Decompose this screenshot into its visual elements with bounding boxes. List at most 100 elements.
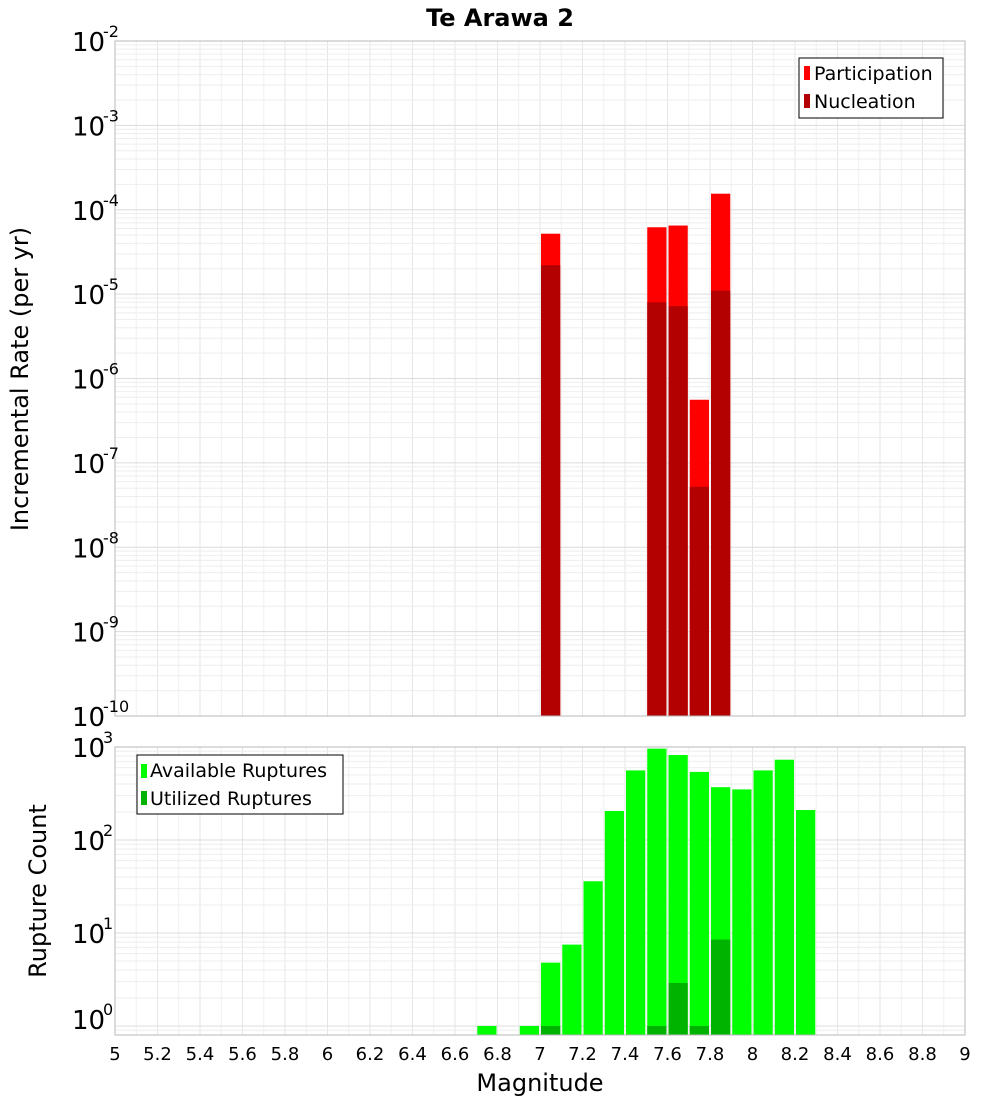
plot-frames <box>114 40 966 1036</box>
bottom-bar-available-ruptures <box>604 811 624 1035</box>
x-tick-label: 5.8 <box>271 1044 300 1065</box>
y-tick-labels: 10-210-310-410-510-610-710-810-910-10103… <box>72 22 129 1036</box>
top-y-tick-exponent: -10 <box>103 697 129 716</box>
top-y-tick-label: 10-7 <box>72 444 119 480</box>
bottom-bar-utilized-ruptures <box>689 1025 709 1035</box>
top-y-tick-base: 10 <box>72 28 105 58</box>
top-y-tick-base: 10 <box>72 366 105 396</box>
x-tick-label: 6.8 <box>483 1044 512 1065</box>
top-y-tick-label: 10-10 <box>72 697 129 733</box>
x-tick-labels: 5 5.2 5.4 5.6 5.8 6 6.2 6.4 6.6 6.8 7 7.2 7.4 7.6 7.8 8… <box>109 1044 970 1065</box>
x-tick-label: 6.6 <box>441 1044 470 1065</box>
bottom-bar-available-ruptures <box>562 944 582 1035</box>
x-tick-label: 7.4 <box>611 1044 640 1065</box>
bottom-y-tick-exponent: 3 <box>103 728 113 747</box>
x-tick-label: 8.4 <box>823 1044 852 1065</box>
bottom-bar-utilized-ruptures <box>711 939 731 1035</box>
top-y-tick-exponent: -9 <box>103 613 119 632</box>
x-tick-label: 9 <box>959 1044 970 1065</box>
top-y-tick-base: 10 <box>72 450 105 480</box>
bottom-bar-available-ruptures <box>796 810 816 1035</box>
top-y-tick-label: 10-5 <box>72 275 119 311</box>
bottom-bar-available-ruptures <box>753 770 773 1035</box>
top-y-tick-base: 10 <box>72 112 105 142</box>
bottom-bar-utilized-ruptures <box>647 1025 667 1035</box>
x-tick-label: 8.6 <box>866 1044 895 1065</box>
bottom-bar-available-ruptures <box>626 770 646 1035</box>
top-y-tick-base: 10 <box>72 281 105 311</box>
bottom-y-tick-base: 10 <box>72 920 105 950</box>
x-axis-label: Magnitude <box>476 1069 603 1097</box>
bottom-y-tick-exponent: 2 <box>103 821 113 840</box>
legend-label-nucleation: Nucleation <box>814 91 916 113</box>
top-y-tick-exponent: -4 <box>103 191 119 210</box>
bottom-bar-available-ruptures <box>477 1025 497 1035</box>
chart-title: Te Arawa 2 <box>426 4 574 32</box>
x-tick-label: 8 <box>747 1044 758 1065</box>
legend-swatch-available-ruptures <box>141 764 147 778</box>
x-tick-label: 6.2 <box>356 1044 385 1065</box>
top-y-tick-label: 10-6 <box>72 360 119 396</box>
top-y-tick-exponent: -2 <box>103 22 119 41</box>
bottom-bar-available-ruptures <box>774 759 794 1035</box>
bottom-y-tick-label: 101 <box>72 914 113 950</box>
legend-label-available-ruptures: Available Ruptures <box>150 760 327 782</box>
bottom-bar-available-ruptures <box>668 755 688 1035</box>
top-y-tick-base: 10 <box>72 703 105 733</box>
x-tick-label: 5 <box>109 1044 120 1065</box>
top-plot-gridlines <box>114 40 966 717</box>
x-tick-label: 6 <box>322 1044 333 1065</box>
top-y-axis-label: Incremental Rate (per yr) <box>6 227 34 531</box>
legend-swatch-nucleation <box>804 94 810 108</box>
x-tick-label: 5.4 <box>186 1044 215 1065</box>
bottom-y-tick-exponent: 0 <box>103 1000 113 1019</box>
x-tick-label: 8.8 <box>908 1044 937 1065</box>
top-plot-frame <box>114 40 966 717</box>
legend-label-participation: Participation <box>814 63 933 85</box>
top-y-tick-exponent: -7 <box>103 444 119 463</box>
bottom-bar-utilized-ruptures <box>668 982 688 1035</box>
bottom-y-tick-base: 10 <box>72 827 105 857</box>
bottom-y-axis-label: Rupture Count <box>24 804 52 978</box>
top-y-tick-exponent: -8 <box>103 528 119 547</box>
bottom-bar-available-ruptures <box>519 1025 539 1035</box>
x-tick-label: 7.6 <box>653 1044 682 1065</box>
top-y-tick-label: 10-9 <box>72 613 119 649</box>
bottom-y-tick-base: 10 <box>72 1006 105 1036</box>
bottom-legend: Available Ruptures Utilized Ruptures <box>136 754 344 815</box>
x-tick-label: 7 <box>534 1044 545 1065</box>
bottom-y-tick-base: 10 <box>72 734 105 764</box>
bottom-plot-bars <box>477 748 816 1035</box>
top-y-tick-base: 10 <box>72 619 105 649</box>
bottom-bar-available-ruptures <box>647 748 667 1035</box>
x-tick-label: 5.2 <box>143 1044 172 1065</box>
bottom-bar-available-ruptures <box>583 881 603 1035</box>
top-bar-nucleation <box>541 265 561 716</box>
top-y-tick-label: 10-2 <box>72 22 119 58</box>
x-tick-label: 7.2 <box>568 1044 597 1065</box>
top-legend-box <box>798 57 944 119</box>
bottom-legend-box <box>136 754 344 815</box>
top-bar-nucleation <box>711 290 731 716</box>
bottom-plot-frame <box>114 746 966 1036</box>
x-tick-label: 6.4 <box>398 1044 427 1065</box>
top-y-tick-base: 10 <box>72 534 105 564</box>
x-tick-label: 8.2 <box>781 1044 810 1065</box>
top-y-tick-exponent: -6 <box>103 360 119 379</box>
top-y-tick-exponent: -5 <box>103 275 119 294</box>
top-y-tick-base: 10 <box>72 197 105 227</box>
legend-label-utilized-ruptures: Utilized Ruptures <box>150 788 312 810</box>
top-y-tick-label: 10-4 <box>72 191 119 227</box>
top-y-tick-exponent: -3 <box>103 106 119 125</box>
legend-swatch-participation <box>804 66 810 80</box>
top-bar-nucleation <box>689 486 709 716</box>
bottom-y-tick-label: 103 <box>72 728 113 764</box>
bottom-bar-available-ruptures <box>732 789 752 1035</box>
top-bar-nucleation <box>647 302 667 716</box>
top-y-tick-label: 10-3 <box>72 106 119 142</box>
bottom-y-tick-label: 100 <box>72 1000 113 1036</box>
bottom-bar-available-ruptures <box>541 962 561 1035</box>
bottom-y-tick-label: 102 <box>72 821 113 857</box>
